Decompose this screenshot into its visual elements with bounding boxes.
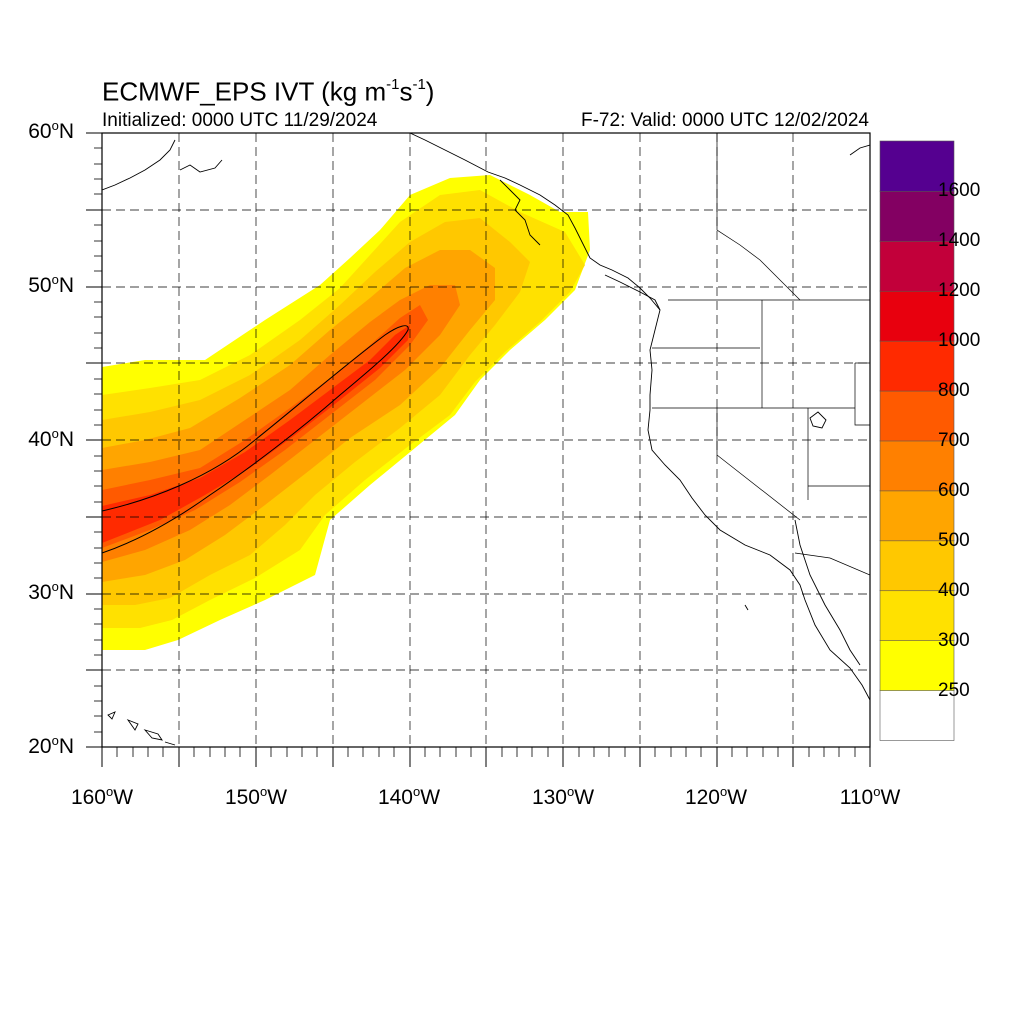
colorbar-label-1000: 1000 xyxy=(938,330,981,351)
lon-label-140w: 140oW xyxy=(377,784,441,809)
lat-major-ticks xyxy=(86,132,102,748)
colorbar-label-250: 250 xyxy=(938,680,970,701)
lon-label-150w: 150oW xyxy=(224,784,288,809)
colorbar-label-700: 700 xyxy=(938,430,970,451)
colorbar-swatch xyxy=(879,639,955,691)
colorbar-swatch xyxy=(879,540,955,592)
colorbar-label-800: 800 xyxy=(938,380,970,401)
lon-label-160w: 160oW xyxy=(70,784,134,809)
lat-minor-ticks xyxy=(94,147,102,733)
grid-lines xyxy=(102,133,870,747)
lon-ticks xyxy=(101,747,871,767)
colorbar-label-500: 500 xyxy=(938,530,970,551)
ivt-shading xyxy=(102,175,590,650)
colorbar-swatch xyxy=(879,390,955,442)
lon-minor-ticks xyxy=(116,747,856,757)
colorbar-swatch xyxy=(879,589,955,641)
colorbar-swatch xyxy=(879,689,955,741)
lon-label-120w: 120oW xyxy=(684,784,748,809)
colorbar-swatch xyxy=(879,440,955,492)
colorbar-label-400: 400 xyxy=(938,580,970,601)
colorbar-swatch xyxy=(879,240,955,292)
colorbar xyxy=(879,140,955,741)
lat-label-60n: 60oN xyxy=(28,118,74,143)
colorbar-swatch xyxy=(879,340,955,392)
colorbar-label-600: 600 xyxy=(938,480,970,501)
initialized-label: Initialized: 0000 UTC 11/29/2024 xyxy=(102,110,378,131)
lat-label-30n: 30oN xyxy=(28,579,74,604)
colorbar-label-1400: 1400 xyxy=(938,230,981,251)
lat-label-40n: 40oN xyxy=(28,426,74,451)
colorbar-swatch xyxy=(879,190,955,242)
coastlines xyxy=(102,133,870,746)
map-title: ECMWF_EPS IVT (kg m-1s-1) xyxy=(102,76,435,107)
lon-label-110w: 110oW xyxy=(839,784,901,809)
colorbar-label-1600: 1600 xyxy=(938,180,981,201)
plot-frame xyxy=(101,132,871,748)
colorbar-label-300: 300 xyxy=(938,630,970,651)
colorbar-swatch xyxy=(879,140,955,192)
lat-label-50n: 50oN xyxy=(28,272,74,297)
lon-label-130w: 130oW xyxy=(531,784,595,809)
valid-time-label: F-72: Valid: 0000 UTC 12/02/2024 xyxy=(581,110,869,131)
ivt-800-contour xyxy=(101,325,409,554)
political-borders xyxy=(652,133,870,576)
lat-label-20n: 20oN xyxy=(28,733,74,758)
colorbar-label-1200: 1200 xyxy=(938,280,981,301)
